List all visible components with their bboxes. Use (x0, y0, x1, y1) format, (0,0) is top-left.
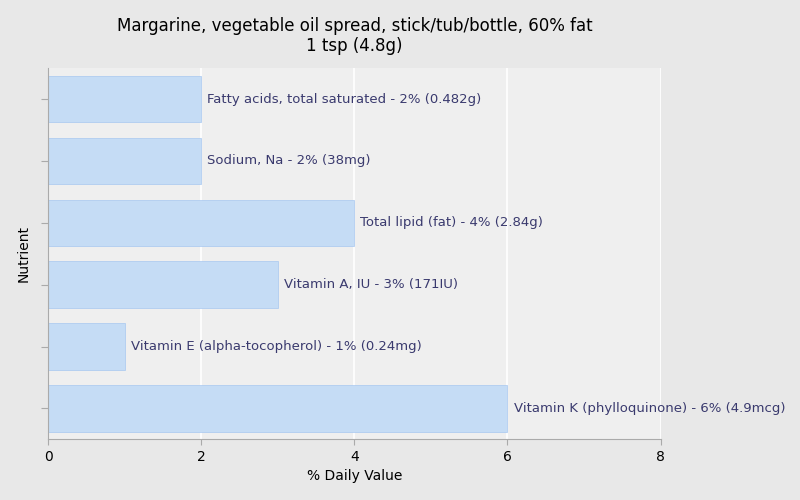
Bar (48, 200, 354, 246)
Title: Margarine, vegetable oil spread, stick/tub/bottle, 60% fat
1 tsp (4.8g): Margarine, vegetable oil spread, stick/t… (117, 16, 592, 56)
Bar (48, 76, 201, 122)
Bar (48, 324, 125, 370)
Y-axis label: Nutrient: Nutrient (17, 225, 30, 282)
Text: Sodium, Na - 2% (38mg): Sodium, Na - 2% (38mg) (207, 154, 371, 168)
Text: Vitamin A, IU - 3% (171IU): Vitamin A, IU - 3% (171IU) (284, 278, 458, 291)
Bar (48, 262, 278, 308)
Text: Fatty acids, total saturated - 2% (0.482g): Fatty acids, total saturated - 2% (0.482… (207, 92, 482, 106)
X-axis label: % Daily Value: % Daily Value (306, 470, 402, 484)
Bar (48, 138, 201, 184)
Text: Total lipid (fat) - 4% (2.84g): Total lipid (fat) - 4% (2.84g) (361, 216, 543, 230)
Text: Vitamin K (phylloquinone) - 6% (4.9mcg): Vitamin K (phylloquinone) - 6% (4.9mcg) (514, 402, 785, 415)
Text: Vitamin E (alpha-tocopherol) - 1% (0.24mg): Vitamin E (alpha-tocopherol) - 1% (0.24m… (130, 340, 422, 353)
Bar (48, 385, 507, 432)
